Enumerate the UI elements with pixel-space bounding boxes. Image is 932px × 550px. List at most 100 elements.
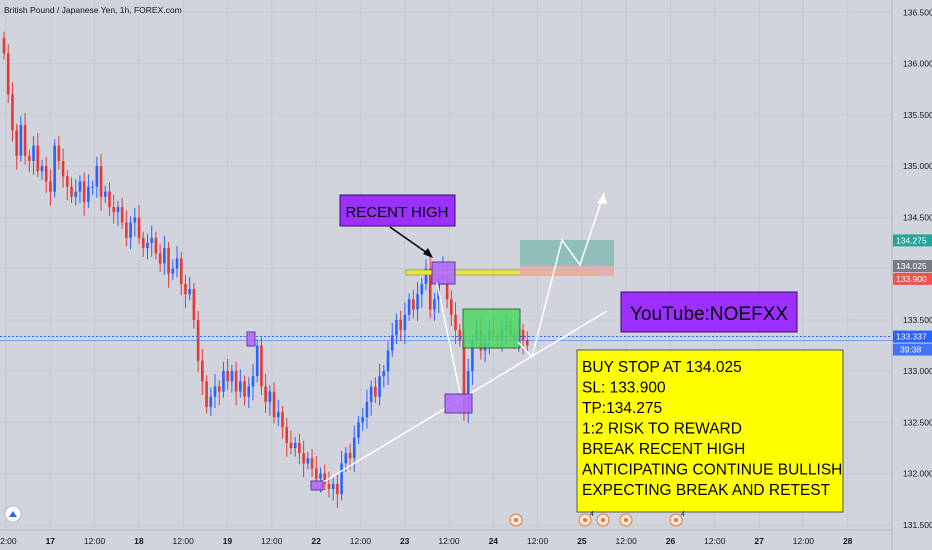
price-tag-bg: [893, 260, 932, 273]
candle-body: [205, 381, 208, 407]
stop-zone[interactable]: [520, 266, 614, 276]
candle-body: [428, 268, 432, 310]
candle-body: [70, 186, 73, 197]
target-zone[interactable]: [520, 240, 614, 266]
trade-info-line[interactable]: SL: 133.900: [582, 380, 666, 397]
candle: [454, 302, 457, 344]
candle: [302, 440, 305, 478]
time-axis[interactable]: 12:00 17 12:00 18 12:00 19 12:00 22 12:00 23 12:00…: [0, 536, 853, 546]
purple-marker-box[interactable]: [310, 480, 324, 491]
recent-high-arrowhead: [423, 248, 433, 258]
candle-body: [352, 437, 356, 459]
candle: [412, 290, 415, 319]
purple-marker-box[interactable]: [444, 393, 473, 414]
event-marker-dot: [674, 518, 678, 522]
candle: [213, 374, 217, 409]
candle-body: [171, 268, 175, 274]
candle: [6, 44, 10, 104]
candle: [19, 115, 23, 162]
youtube-box[interactable]: [620, 291, 798, 333]
trade-info-line[interactable]: ANTICIPATING CONTINUE BULLISH: [582, 462, 842, 479]
event-marker-count: 4: [590, 511, 594, 518]
time-axis-label: 12:00: [793, 536, 815, 546]
time-axis-label: 17: [46, 536, 56, 546]
candle: [458, 323, 462, 347]
candle-body: [365, 401, 369, 418]
event-marker-count: 4: [681, 511, 685, 518]
projection-path[interactable]: [531, 192, 605, 358]
youtube-label[interactable]: YouTube:NOEFXX: [630, 304, 788, 325]
candle-body: [91, 186, 94, 188]
candle: [57, 136, 61, 170]
candle: [192, 282, 196, 329]
candle: [61, 148, 65, 188]
time-axis-label: 23: [400, 536, 410, 546]
time-axis-label: 12:00: [261, 536, 283, 546]
countdown-tag: [893, 343, 932, 356]
candle-body: [163, 248, 166, 264]
candle: [112, 194, 116, 224]
current-price-label: 133.337: [896, 332, 927, 342]
candle: [285, 418, 289, 457]
candle-body: [57, 145, 61, 161]
candle: [386, 341, 390, 385]
candle-body: [340, 463, 343, 495]
candle-body: [87, 186, 90, 202]
candle: [28, 149, 31, 173]
candle: [217, 380, 221, 406]
trade-info-line[interactable]: TP:134.275: [582, 400, 662, 417]
candle-body: [399, 319, 402, 331]
candle-body: [521, 330, 525, 341]
candle-body: [213, 386, 217, 397]
candle: [49, 169, 52, 206]
candle-body: [412, 299, 415, 310]
candle: [369, 380, 373, 416]
candle: [74, 179, 78, 206]
candle: [331, 477, 335, 501]
candle: [289, 430, 293, 455]
trade-info-box[interactable]: [576, 349, 844, 513]
candle-body: [264, 386, 267, 402]
price-axis-label: 133.500: [903, 315, 932, 325]
retest-arrow[interactable]: [436, 282, 461, 394]
trade-info-line[interactable]: EXPECTING BREAK AND RETEST: [582, 482, 831, 499]
candle: [378, 363, 381, 406]
candle-body: [433, 299, 436, 310]
candle: [340, 451, 343, 501]
candle: [420, 277, 424, 309]
candle-body: [150, 237, 153, 243]
projection-start[interactable]: [517, 341, 533, 358]
price-tag-bg: [893, 234, 932, 247]
candle: [374, 377, 377, 403]
annotations[interactable]: RECENT HIGH YouTube:NOEFXX BUY STOP AT 134…: [246, 192, 844, 513]
candle: [95, 156, 99, 198]
candle: [125, 210, 128, 247]
candle: [390, 322, 394, 357]
trade-info-line[interactable]: BUY STOP AT 134.025: [582, 359, 742, 376]
price-tags: 134.275 134.025 133.900 133.337 39:38: [893, 234, 932, 356]
candle-body: [327, 483, 331, 489]
consolidation-box[interactable]: [462, 308, 521, 349]
candle: [416, 281, 419, 321]
purple-marker-box[interactable]: [431, 261, 456, 285]
purple-marker-box[interactable]: [246, 331, 256, 347]
candle: [239, 369, 242, 398]
event-marker-dot: [514, 518, 518, 522]
trade-info-line[interactable]: BREAK RECENT HIGH: [582, 441, 745, 458]
price-axis-label: 133.000: [903, 366, 932, 376]
candle-body: [395, 319, 398, 336]
price-axis-label: 135.000: [903, 161, 932, 171]
trade-info-line[interactable]: 1:2 RISK TO REWARD: [582, 421, 742, 438]
candle: [154, 231, 158, 260]
candle-body: [137, 217, 141, 238]
candle-body: [255, 345, 259, 377]
time-axis-label: 19: [223, 536, 233, 546]
candle-body: [175, 258, 179, 269]
candle-body: [209, 396, 213, 407]
recent-high-label[interactable]: RECENT HIGH: [345, 204, 448, 221]
candle-body: [310, 458, 314, 469]
recent-high-box[interactable]: [339, 194, 456, 227]
symbol-label[interactable]: British Pound / Japanese Yen, 1h, FOREX.…: [4, 5, 182, 15]
